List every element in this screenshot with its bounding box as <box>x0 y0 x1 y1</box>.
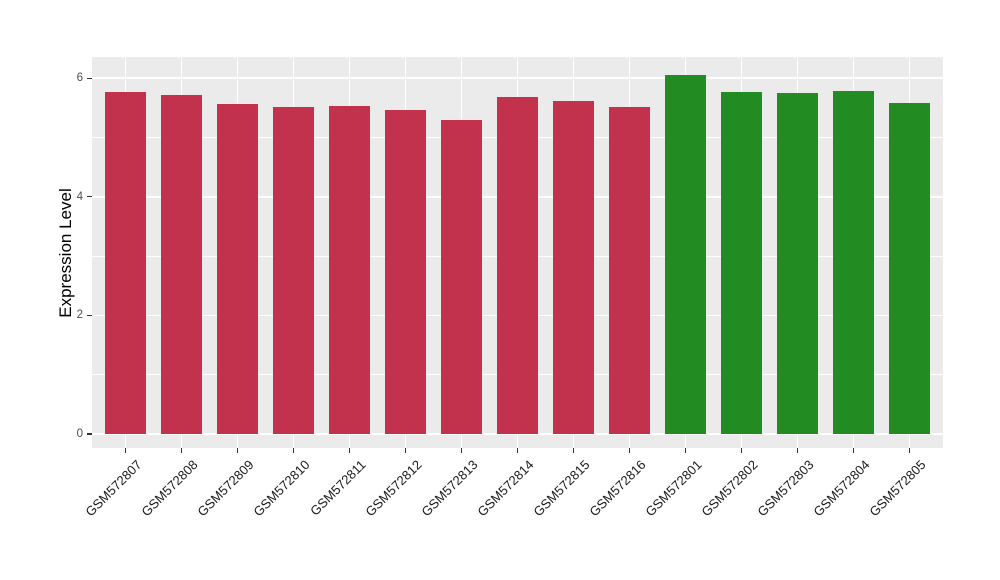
y-tick-label: 6 <box>76 72 83 85</box>
bar-GSM572810 <box>273 106 315 434</box>
x-tick-mark <box>573 448 575 453</box>
bar-GSM572815 <box>553 101 595 434</box>
bar-GSM572816 <box>609 107 651 434</box>
x-tick-label: GSM572811 <box>306 457 369 519</box>
y-axis-title: Expression Level <box>56 188 75 318</box>
x-tick-label: GSM572803 <box>753 457 817 520</box>
x-tick-label: GSM572809 <box>193 457 257 520</box>
x-tick-mark <box>909 448 911 453</box>
x-tick-mark <box>405 448 407 453</box>
x-tick-label: GSM572807 <box>81 457 145 520</box>
bar-GSM572814 <box>497 97 539 434</box>
x-tick-label: GSM572813 <box>417 457 481 520</box>
x-tick-mark <box>461 448 463 453</box>
x-tick-mark <box>181 448 183 453</box>
x-tick-mark <box>741 448 743 453</box>
y-tick-mark <box>87 77 92 79</box>
x-tick-mark <box>853 448 855 453</box>
x-tick-label: GSM572804 <box>809 457 873 520</box>
bar-GSM572813 <box>441 119 483 434</box>
x-tick-label: GSM572808 <box>137 457 201 520</box>
bar-GSM572805 <box>889 102 931 434</box>
bar-GSM572801 <box>665 74 707 434</box>
bar-GSM572802 <box>721 91 763 434</box>
x-tick-mark <box>685 448 687 453</box>
bar-GSM572808 <box>161 94 203 434</box>
x-tick-mark <box>629 448 631 453</box>
y-tick-label: 4 <box>76 190 83 203</box>
bar-GSM572809 <box>217 103 259 434</box>
bar-GSM572807 <box>105 91 147 434</box>
y-tick-label: 2 <box>76 309 83 322</box>
x-tick-mark <box>293 448 295 453</box>
y-tick-mark <box>87 433 92 435</box>
bar-GSM572803 <box>777 93 819 434</box>
x-tick-label: GSM572802 <box>697 457 761 520</box>
x-tick-label: GSM572810 <box>249 457 313 520</box>
bar-GSM572811 <box>329 106 371 434</box>
x-tick-mark <box>237 448 239 453</box>
x-tick-label: GSM572815 <box>529 457 593 520</box>
x-tick-label: GSM572816 <box>585 457 649 520</box>
x-tick-label: GSM572801 <box>641 457 705 520</box>
bar-GSM572812 <box>385 110 427 434</box>
y-tick-mark <box>87 196 92 198</box>
y-tick-label: 0 <box>76 428 83 440</box>
x-tick-label: GSM572812 <box>361 457 425 520</box>
y-tick-mark <box>87 314 92 316</box>
bar-GSM572804 <box>833 91 875 434</box>
x-tick-label: GSM572805 <box>865 457 929 520</box>
x-tick-mark <box>125 448 127 453</box>
x-tick-mark <box>349 448 351 453</box>
x-tick-mark <box>797 448 799 453</box>
x-tick-label: GSM572814 <box>473 457 537 520</box>
x-tick-mark <box>517 448 519 453</box>
plot-panel <box>92 57 943 448</box>
